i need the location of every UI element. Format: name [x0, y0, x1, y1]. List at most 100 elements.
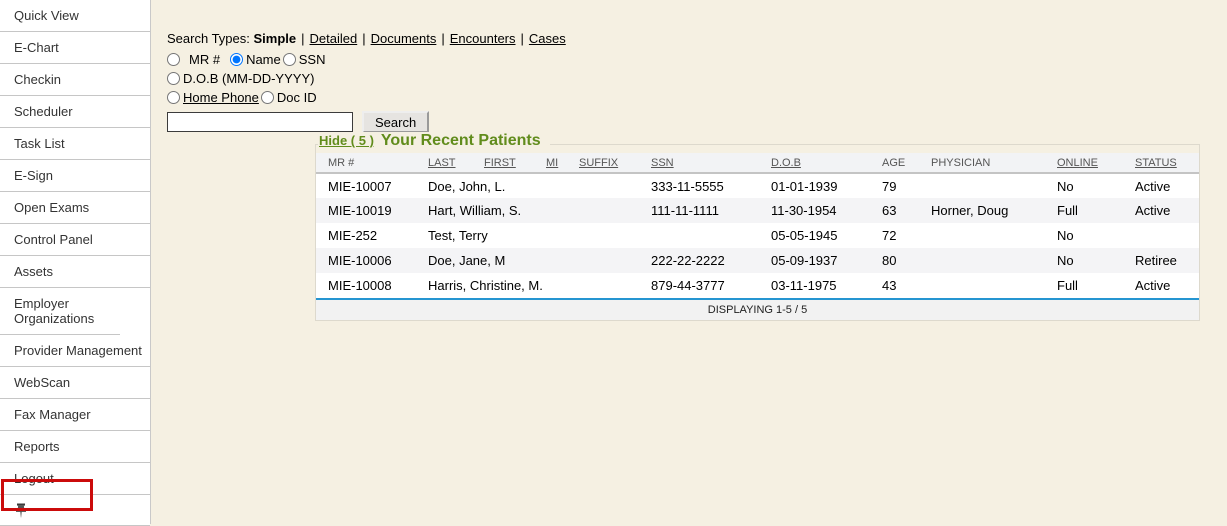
cell-mr: MIE-10006 — [316, 248, 428, 273]
column-header-physician: PHYSICIAN — [931, 153, 1057, 174]
cell-physician — [931, 273, 1057, 298]
sidebar-item-open-exams[interactable]: Open Exams — [0, 192, 150, 224]
cell-age: 43 — [882, 273, 931, 298]
column-header-mi[interactable]: MI — [546, 153, 579, 174]
search-input[interactable] — [167, 112, 353, 132]
ssn-radio[interactable] — [282, 53, 296, 66]
cell-mr: MIE-10008 — [316, 273, 428, 298]
radio-home-phone[interactable]: Home Phone — [167, 90, 259, 105]
cell-mr: MIE-252 — [316, 223, 428, 248]
doc-id-radio-label: Doc ID — [276, 90, 317, 105]
home-phone-radio[interactable] — [167, 91, 180, 104]
mr-number-radio-label: MR # — [189, 52, 221, 67]
cell-status: Active — [1135, 273, 1199, 298]
table-header-row: MR # LAST FIRST MI SUFFIX SSN D.O.B AGE … — [316, 153, 1199, 174]
search-type-documents[interactable]: Documents — [370, 31, 437, 46]
sidebar-item-control-panel[interactable]: Control Panel — [0, 224, 150, 256]
sidebar-item-provider-management[interactable]: Provider Management — [0, 335, 150, 367]
cell-name: Doe, John, L. — [428, 173, 651, 198]
cell-dob: 01-01-1939 — [771, 173, 882, 198]
ssn-radio-label: SSN — [298, 52, 326, 67]
sidebar-item-logout[interactable]: Logout — [0, 463, 150, 495]
patient-search-form: Search Types: Simple | Detailed | Documents |… — [167, 31, 566, 133]
cell-online: No — [1057, 173, 1135, 198]
cell-age: 80 — [882, 248, 931, 273]
name-radio-label: Name — [246, 52, 281, 67]
separator: | — [441, 31, 445, 46]
cell-physician: Horner, Doug — [931, 198, 1057, 223]
cell-dob: 05-09-1937 — [771, 248, 882, 273]
column-header-first[interactable]: FIRST — [484, 153, 546, 174]
column-header-last[interactable]: LAST — [428, 153, 484, 174]
sidebar-item-e-sign[interactable]: E-Sign — [0, 160, 150, 192]
search-types-label: Search Types: — [167, 31, 250, 46]
recent-patients-table: MR # LAST FIRST MI SUFFIX SSN D.O.B AGE … — [316, 153, 1199, 298]
search-button[interactable]: Search — [362, 111, 430, 133]
doc-id-radio[interactable] — [260, 91, 274, 104]
radio-name[interactable]: Name — [230, 52, 281, 67]
sidebar-item-employer-organizations[interactable]: Employer Organizations — [0, 288, 120, 335]
cell-name: Harris, Christine, M. — [428, 273, 651, 298]
radio-doc-id[interactable]: Doc ID — [260, 90, 317, 105]
column-header-status[interactable]: STATUS — [1135, 153, 1199, 174]
search-types-row: Search Types: Simple | Detailed | Documents |… — [167, 31, 566, 50]
table-row[interactable]: MIE-252 Test, Terry 05-05-1945 72 No — [316, 223, 1199, 248]
sidebar-item-fax-manager[interactable]: Fax Manager — [0, 399, 150, 431]
sidebar-item-pin[interactable] — [0, 495, 150, 526]
search-input-row: Search — [167, 111, 566, 133]
pushpin-icon — [16, 503, 26, 517]
cell-online: No — [1057, 248, 1135, 273]
cell-mr: MIE-10007 — [316, 173, 428, 198]
sidebar-item-scheduler[interactable]: Scheduler — [0, 96, 150, 128]
radio-mr-number[interactable]: MR # — [167, 52, 220, 67]
cell-status: Active — [1135, 198, 1199, 223]
cell-ssn: 111-11-1111 — [651, 198, 771, 223]
search-type-cases[interactable]: Cases — [528, 31, 566, 46]
column-header-dob[interactable]: D.O.B — [771, 153, 882, 174]
table-row[interactable]: MIE-10006 Doe, Jane, M 222-22-2222 05-09… — [316, 248, 1199, 273]
sidebar-item-task-list[interactable]: Task List — [0, 128, 150, 160]
sidebar-item-e-chart[interactable]: E-Chart — [0, 32, 150, 64]
search-type-detailed[interactable]: Detailed — [309, 31, 358, 46]
table-row[interactable]: MIE-10007 Doe, John, L. 333-11-5555 01-0… — [316, 173, 1199, 198]
mr-number-radio[interactable] — [167, 53, 180, 66]
sidebar-item-quick-view[interactable]: Quick View — [0, 0, 150, 32]
column-header-ssn[interactable]: SSN — [651, 153, 771, 174]
table-row[interactable]: MIE-10019 Hart, William, S. 111-11-1111 … — [316, 198, 1199, 223]
cell-online: Full — [1057, 198, 1135, 223]
search-by-row-1: MR # Name SSN — [167, 50, 566, 69]
cell-online: Full — [1057, 273, 1135, 298]
cell-ssn: 333-11-5555 — [651, 173, 771, 198]
name-radio[interactable] — [230, 53, 244, 66]
cell-age: 79 — [882, 173, 931, 198]
cell-physician — [931, 173, 1057, 198]
sidebar-item-reports[interactable]: Reports — [0, 431, 150, 463]
table-bottom-accent — [316, 298, 1199, 300]
cell-status: Retiree — [1135, 248, 1199, 273]
cell-physician — [931, 248, 1057, 273]
column-header-age: AGE — [882, 153, 931, 174]
sidebar-item-assets[interactable]: Assets — [0, 256, 150, 288]
radio-dob[interactable]: D.O.B (MM-DD-YYYY) — [167, 71, 314, 86]
cell-name: Hart, William, S. — [428, 198, 651, 223]
sidebar-item-checkin[interactable]: Checkin — [0, 64, 150, 96]
table-row[interactable]: MIE-10008 Harris, Christine, M. 879-44-3… — [316, 273, 1199, 298]
dob-radio-label: D.O.B (MM-DD-YYYY) — [183, 71, 315, 86]
cell-name: Doe, Jane, M — [428, 248, 651, 273]
cell-physician — [931, 223, 1057, 248]
dob-radio[interactable] — [167, 72, 180, 85]
search-type-encounters[interactable]: Encounters — [449, 31, 516, 46]
hide-link[interactable]: Hide ( 5 ) — [319, 133, 374, 148]
cell-ssn: 222-22-2222 — [651, 248, 771, 273]
cell-name: Test, Terry — [428, 223, 651, 248]
home-phone-radio-label: Home Phone — [183, 90, 259, 105]
cell-age: 63 — [882, 198, 931, 223]
cell-mr: MIE-10019 — [316, 198, 428, 223]
column-header-online[interactable]: ONLINE — [1057, 153, 1135, 174]
radio-ssn[interactable]: SSN — [282, 52, 326, 67]
search-type-simple: Simple — [253, 31, 297, 46]
sidebar-item-webscan[interactable]: WebScan — [0, 367, 150, 399]
separator: | — [520, 31, 524, 46]
column-header-suffix[interactable]: SUFFIX — [579, 153, 651, 174]
